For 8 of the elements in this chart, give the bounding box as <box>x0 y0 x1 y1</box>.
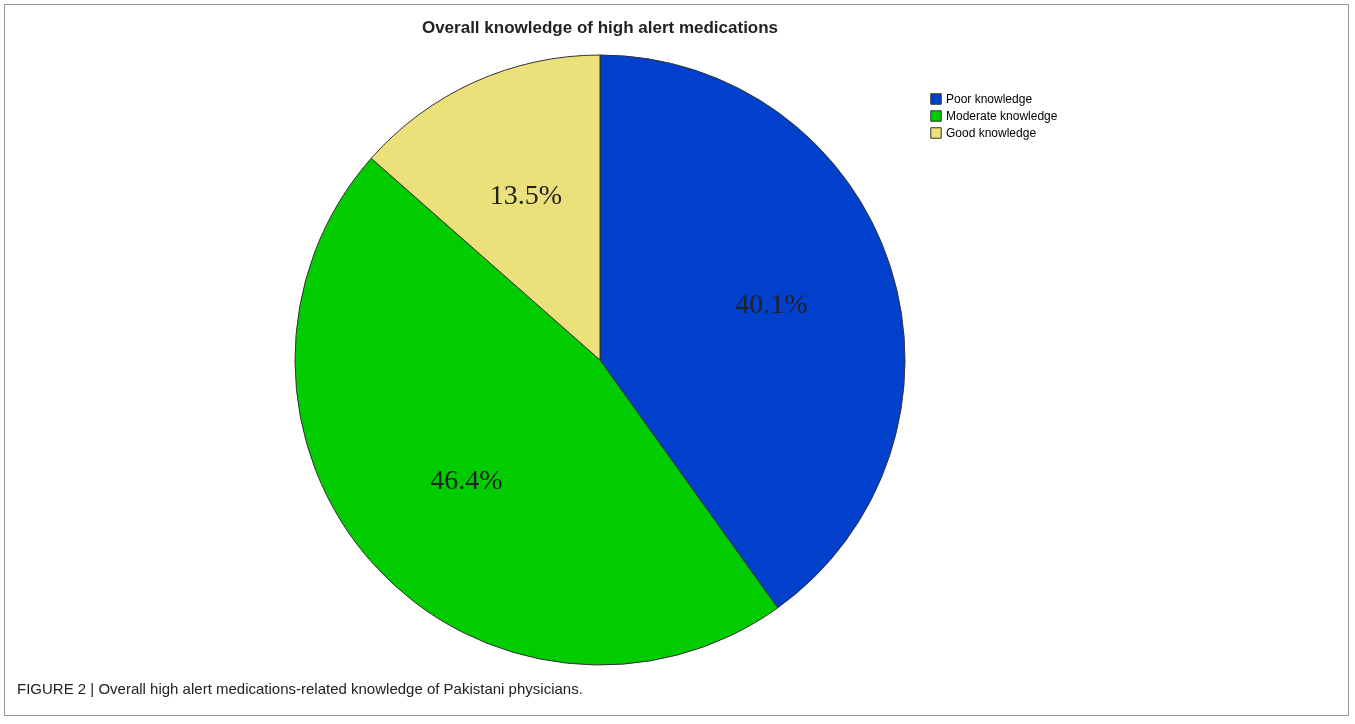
legend-label: Moderate knowledge <box>946 109 1058 123</box>
legend-label: Poor knowledge <box>946 92 1033 106</box>
caption: FIGURE 2 | Overall high alert medications-related knowledge of Pakistani physicians. <box>17 680 583 697</box>
data-label: 46.4% <box>430 463 503 495</box>
data-label: 13.5% <box>489 178 563 210</box>
chart-title: Overall knowledge of high alert medications <box>421 18 779 37</box>
data-label: 40.1% <box>735 287 808 319</box>
legend-label: Good knowledge <box>946 126 1037 140</box>
